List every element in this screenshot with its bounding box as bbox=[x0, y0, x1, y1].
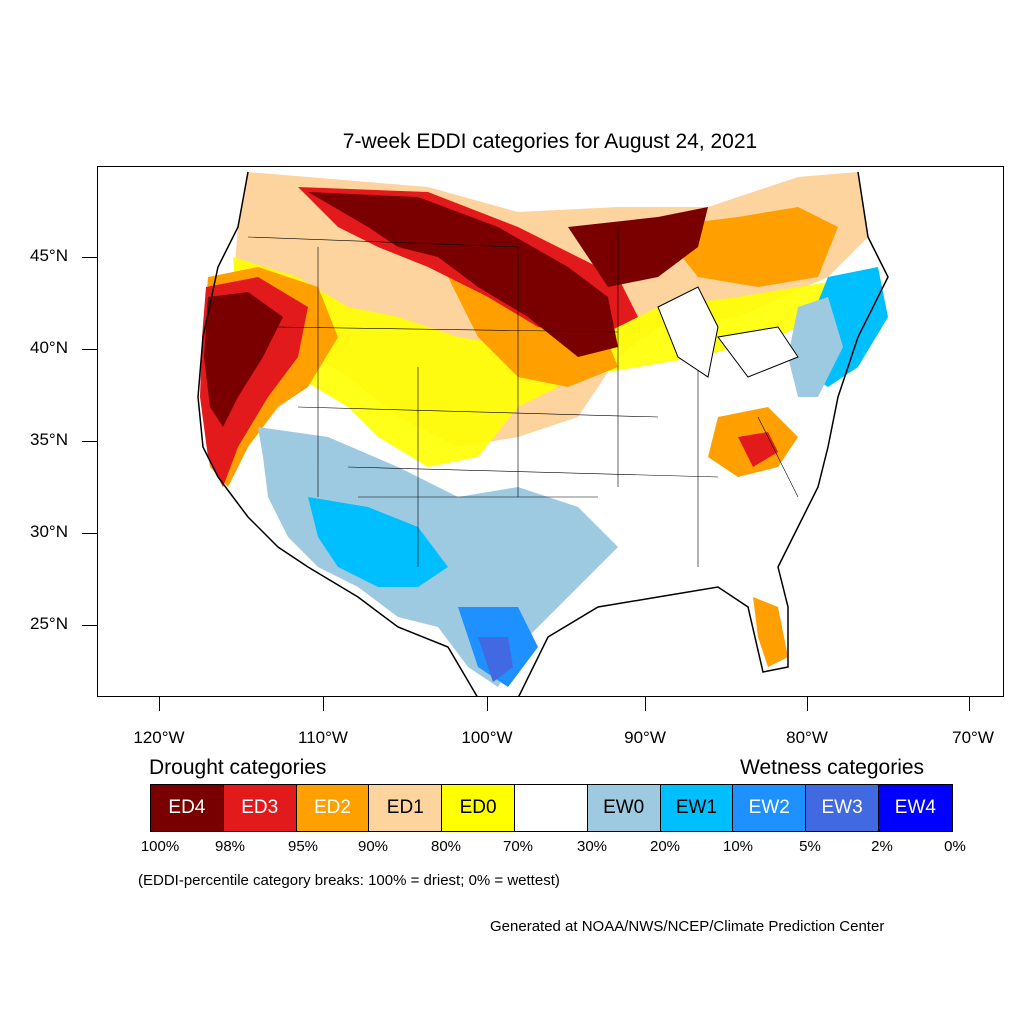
lon-label-110: 110°W bbox=[298, 728, 348, 747]
lon-label-120: 120°W bbox=[133, 728, 185, 747]
ed4-region-lakes bbox=[568, 207, 708, 287]
state-borders bbox=[247, 227, 799, 567]
pct-break-80: 80% bbox=[430, 838, 462, 855]
legend-box-ew4: EW4 bbox=[878, 785, 952, 831]
ed2-region-florida bbox=[753, 597, 788, 667]
pct-break-98: 98% bbox=[214, 838, 246, 855]
ew3-region-texas bbox=[478, 637, 513, 682]
lon-label-70: 70°W bbox=[952, 728, 994, 747]
pct-break-70: 70% bbox=[502, 838, 534, 855]
legend-box-ed3: ED3 bbox=[223, 785, 297, 831]
legend-box-ed1: ED1 bbox=[369, 785, 443, 831]
lat-tick-40 bbox=[82, 349, 97, 350]
legend-box-ed4: ED4 bbox=[151, 785, 224, 831]
great-lakes bbox=[657, 286, 799, 378]
lon-label-90: 90°W bbox=[624, 728, 666, 747]
lat-label-40: 40°N bbox=[30, 338, 68, 357]
pct-break-2: 2% bbox=[871, 838, 893, 855]
ew1-region-southwest bbox=[308, 497, 448, 587]
pct-break-20: 20% bbox=[649, 838, 681, 855]
lon-label-100: 100°W bbox=[461, 728, 513, 747]
lat-tick-45 bbox=[82, 257, 97, 258]
lon-tick-110 bbox=[323, 697, 324, 711]
legend-box-ew1: EW1 bbox=[660, 785, 734, 831]
lat-label-35: 35°N bbox=[30, 430, 68, 449]
pct-break-0: 0% bbox=[944, 838, 966, 855]
eddi-map bbox=[197, 171, 889, 696]
category-note: (EDDI-percentile category breaks: 100% =… bbox=[138, 872, 560, 889]
lon-tick-80 bbox=[807, 697, 808, 711]
drought-heading: Drought categories bbox=[149, 756, 327, 779]
coastline bbox=[197, 171, 889, 696]
lat-label-30: 30°N bbox=[30, 522, 68, 541]
lon-label-80: 80°W bbox=[786, 728, 828, 747]
category-legend: ED4 ED3 ED2 ED1 ED0 EW0 EW1 EW2 EW3 EW4 bbox=[150, 784, 953, 832]
pct-break-95: 95% bbox=[287, 838, 319, 855]
map-title: 7-week EDDI categories for August 24, 20… bbox=[342, 130, 758, 153]
pct-break-30: 30% bbox=[576, 838, 608, 855]
lon-tick-90 bbox=[645, 697, 646, 711]
ed4-region-north bbox=[308, 192, 618, 357]
ed4-region-west bbox=[204, 292, 283, 427]
lon-tick-100 bbox=[487, 697, 488, 711]
lat-label-45: 45°N bbox=[30, 246, 68, 265]
ed4-region-appalachia bbox=[738, 432, 778, 467]
lon-tick-120 bbox=[159, 697, 160, 711]
legend-box-neutral bbox=[514, 785, 588, 831]
legend-box-ew0: EW0 bbox=[587, 785, 661, 831]
legend-box-ed0: ED0 bbox=[442, 785, 515, 831]
pct-break-10: 10% bbox=[722, 838, 754, 855]
lat-tick-30 bbox=[82, 533, 97, 534]
pct-break-5: 5% bbox=[799, 838, 821, 855]
lat-tick-35 bbox=[82, 441, 97, 442]
lat-tick-25 bbox=[82, 625, 97, 626]
map-plot-area bbox=[97, 166, 1004, 697]
credit-line: Generated at NOAA/NWS/NCEP/Climate Predi… bbox=[490, 918, 885, 935]
wetness-heading: Wetness categories bbox=[740, 756, 925, 779]
legend-box-ew3: EW3 bbox=[806, 785, 879, 831]
pct-break-90: 90% bbox=[357, 838, 389, 855]
ew0-region-northeast bbox=[788, 297, 843, 397]
legend-box-ew2: EW2 bbox=[733, 785, 807, 831]
pct-break-100: 100% bbox=[140, 838, 180, 855]
lat-label-25: 25°N bbox=[30, 614, 68, 633]
lon-tick-70 bbox=[969, 697, 970, 711]
legend-box-ed2: ED2 bbox=[296, 785, 370, 831]
